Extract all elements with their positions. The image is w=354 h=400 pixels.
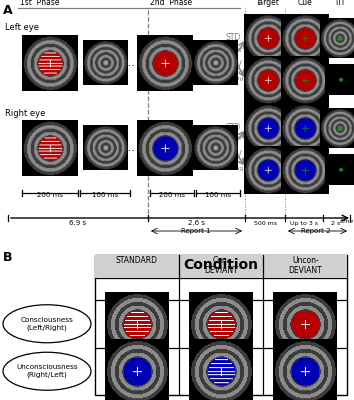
Text: 100 ms: 100 ms — [92, 192, 118, 198]
Bar — [179, 255, 263, 278]
Text: ...: ... — [125, 143, 136, 153]
Text: Cue: Cue — [298, 0, 312, 7]
Text: Consciousness
(Left/Right): Consciousness (Left/Right) — [21, 317, 73, 331]
Text: A: A — [3, 4, 13, 17]
Text: Up to 3 s: Up to 3 s — [290, 221, 318, 226]
Text: Uncon-
DEVIANT: Uncon- DEVIANT — [289, 256, 322, 275]
Text: Condition: Condition — [183, 258, 258, 272]
Text: 6.9 s: 6.9 s — [69, 220, 87, 226]
Text: time: time — [340, 219, 354, 224]
Text: 2.6 s: 2.6 s — [188, 220, 205, 226]
Text: 500 ms: 500 ms — [253, 221, 276, 226]
Text: B: B — [3, 251, 12, 264]
Text: 100 ms: 100 ms — [205, 192, 231, 198]
Text: DEV: DEV — [226, 150, 242, 159]
Text: (Orientation: (Orientation — [222, 70, 260, 75]
Bar — [263, 255, 347, 278]
Text: change): change) — [225, 166, 251, 171]
Ellipse shape — [3, 352, 91, 390]
Text: 2nd  Phase: 2nd Phase — [150, 0, 192, 7]
Text: STANDARD: STANDARD — [115, 256, 158, 265]
Text: Left eye: Left eye — [5, 24, 39, 32]
Bar — [95, 255, 179, 278]
Text: change): change) — [225, 76, 251, 81]
Text: Report 2: Report 2 — [301, 228, 331, 234]
Text: ... or: ... or — [226, 47, 242, 53]
Text: STD: STD — [226, 123, 241, 132]
Text: Target: Target — [256, 0, 280, 7]
Bar — [95, 255, 347, 395]
Text: ... or: ... or — [226, 135, 242, 141]
Text: 200 ms: 200 ms — [37, 192, 63, 198]
Text: 200 ms: 200 ms — [159, 192, 185, 198]
Text: Con-
DEVIANT: Con- DEVIANT — [204, 256, 238, 275]
Text: 2 s: 2 s — [331, 221, 341, 226]
Text: Right eye: Right eye — [5, 108, 45, 118]
Text: 1st  Phase: 1st Phase — [20, 0, 59, 7]
Ellipse shape — [3, 305, 91, 343]
Text: STD: STD — [226, 33, 241, 42]
Text: DEV: DEV — [226, 60, 242, 69]
Text: ...: ... — [125, 58, 136, 68]
Text: Unconsciousness
(Right/Left): Unconsciousness (Right/Left) — [16, 364, 78, 378]
Text: ITI: ITI — [336, 0, 344, 7]
Text: (Orientation: (Orientation — [222, 160, 260, 165]
Text: Report 1: Report 1 — [181, 228, 211, 234]
